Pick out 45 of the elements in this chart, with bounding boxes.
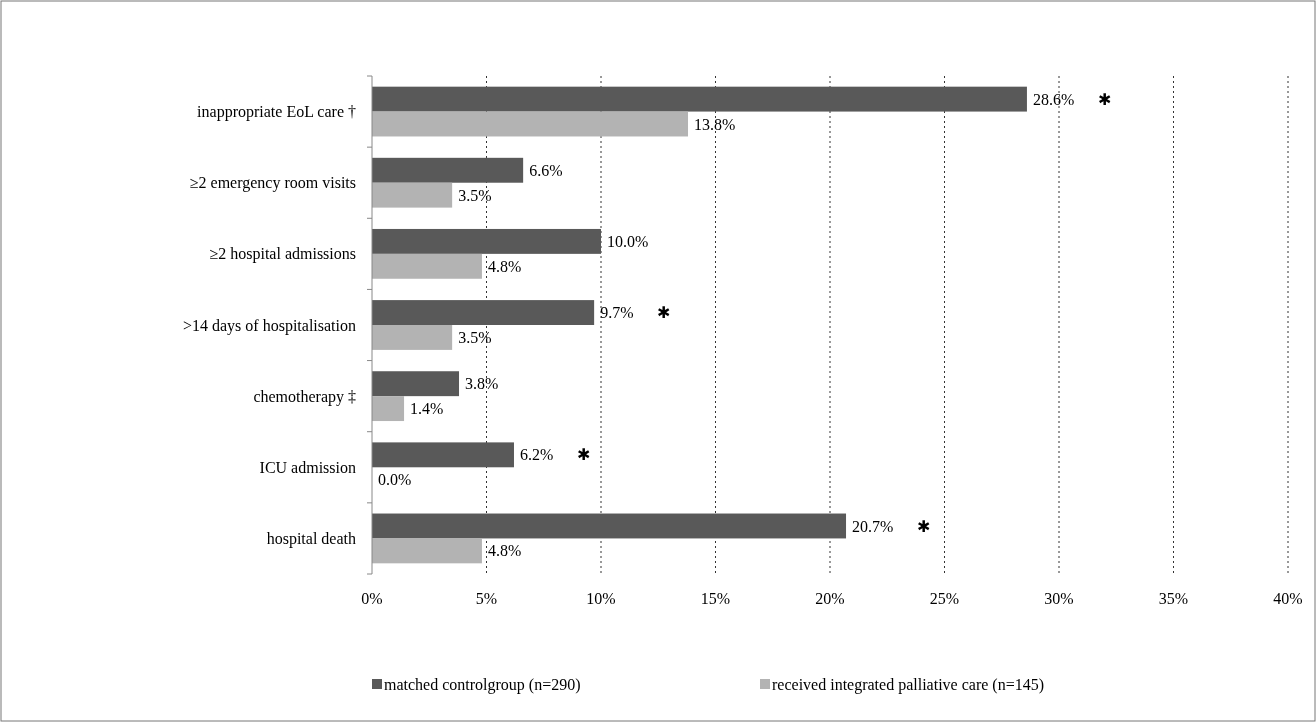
bar: [372, 371, 460, 397]
bar: [372, 253, 482, 279]
x-tick-label: 35%: [1158, 590, 1189, 607]
bar: [372, 111, 689, 137]
y-tick-label: ≥2 hospital admissions: [209, 245, 356, 264]
y-tick-label: inappropriate EoL care †: [197, 103, 356, 122]
legend-label: received integrated palliative care (n=145): [772, 675, 1044, 694]
data-label: 0.0%: [378, 471, 412, 489]
y-tick-label: hospital death: [266, 530, 356, 549]
x-tick-label: 40%: [1273, 590, 1303, 607]
x-tick-label: 10%: [586, 590, 616, 607]
data-label: 3.5%: [458, 186, 492, 204]
x-tick-label: 0%: [361, 590, 383, 607]
y-tick-label: chemotherapy ‡: [253, 387, 356, 406]
data-label: 3.8%: [465, 375, 499, 393]
x-tick-label: 15%: [700, 590, 731, 607]
data-label: 10.0%: [607, 233, 649, 251]
data-label: 4.8%: [487, 257, 522, 275]
bar: [372, 86, 1027, 112]
bar: [372, 442, 514, 468]
y-tick-label: >14 days of hospitalisation: [182, 316, 356, 335]
legend-label: matched controlgroup (n=290): [384, 675, 581, 694]
x-tick-label: 5%: [475, 590, 498, 607]
data-label: 6.6%: [529, 161, 563, 179]
bar: [372, 513, 847, 539]
data-label: 3.5%: [458, 329, 492, 347]
data-label: 4.8%: [487, 542, 522, 560]
bar: [372, 228, 601, 254]
x-tick-label: 25%: [929, 590, 960, 607]
bar: [372, 325, 453, 350]
bar: [372, 538, 482, 564]
x-tick-label: 30%: [1044, 590, 1074, 607]
bar: [372, 300, 595, 325]
data-label: 1.4%: [410, 400, 444, 418]
data-label: 20.7% ✱: [852, 517, 931, 535]
bar: [372, 182, 453, 208]
data-label: 6.2% ✱: [519, 446, 591, 464]
data-label: 28.6% ✱: [1032, 90, 1112, 108]
x-tick-label: 20%: [815, 590, 845, 607]
bar: [372, 396, 405, 422]
data-label: 13.8%: [694, 115, 736, 133]
data-label: 9.7% ✱: [600, 304, 671, 322]
y-tick-label: ≥2 emergency room visits: [189, 174, 356, 193]
y-tick-label: ICU admission: [259, 458, 356, 476]
bar: [372, 157, 524, 183]
